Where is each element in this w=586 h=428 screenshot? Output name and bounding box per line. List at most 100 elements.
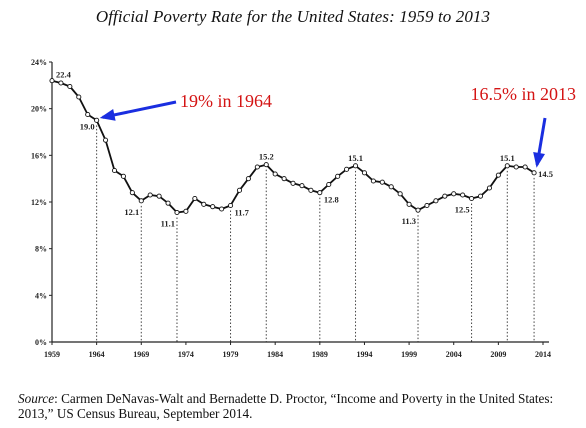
- data-point: [451, 191, 457, 197]
- data-point: [183, 208, 189, 214]
- y-tick-label: 20%: [31, 105, 47, 114]
- data-point: [156, 193, 162, 199]
- data-label: 15.1: [500, 153, 515, 163]
- y-tick-label: 12%: [31, 198, 47, 207]
- data-point: [308, 187, 314, 193]
- data-label: 15.1: [348, 153, 363, 163]
- source-text: : Carmen DeNavas-Walt and Bernadette D. …: [18, 391, 554, 421]
- data-label: 11.3: [402, 216, 416, 226]
- x-tick-label: 2014: [535, 350, 551, 359]
- source-note: Source: Carmen DeNavas-Walt and Bernadet…: [18, 391, 578, 421]
- x-tick-label: 1969: [133, 350, 149, 359]
- vertical-reference-lines: [96, 125, 535, 342]
- y-tick-labels: 0% 4% 8% 12% 16% 20% 24%: [31, 58, 47, 347]
- x-tick-label: 2004: [446, 350, 462, 359]
- data-point: [236, 187, 243, 193]
- data-point: [361, 170, 368, 176]
- data-point: [165, 200, 171, 206]
- data-points: [49, 78, 537, 216]
- data-point: [415, 207, 421, 213]
- data-point: [352, 163, 359, 169]
- data-point: [522, 164, 528, 170]
- data-point: [111, 167, 118, 174]
- annotation-text: 19% in 1964: [180, 91, 272, 111]
- annotations: 19% in 1964 16.5% in 2013: [99, 84, 577, 168]
- data-labels: 22.4 19.0 12.1 11.1 11.7 15.2 12.8 15.1 11.3 12.5…: [56, 70, 553, 229]
- annotation-text: 16.5% in 2013: [471, 84, 577, 104]
- data-point: [406, 201, 412, 207]
- data-point: [504, 163, 510, 169]
- x-tick-label: 1994: [356, 350, 372, 359]
- data-point: [370, 178, 376, 184]
- source-label: Source: [18, 391, 55, 406]
- y-tick-label: 16%: [31, 151, 47, 160]
- axes: [49, 61, 549, 345]
- data-point: [201, 201, 207, 207]
- data-point: [335, 173, 341, 179]
- data-point: [486, 185, 492, 191]
- poverty-rate-chart: 0%4%8%12%16%20%24% 1959 1964 1969 1974 1979 1…: [31, 58, 577, 359]
- data-point: [317, 190, 323, 196]
- data-label: 11.1: [161, 219, 175, 229]
- data-point: [254, 164, 260, 170]
- data-point: [442, 193, 448, 199]
- annotation-arrow-head: [533, 152, 545, 168]
- data-point: [58, 80, 64, 86]
- data-point: [290, 180, 296, 186]
- data-point: [227, 202, 234, 209]
- data-point: [245, 176, 251, 182]
- data-label: 12.1: [124, 207, 139, 217]
- x-tick-label: 1959: [44, 350, 60, 359]
- data-point: [344, 166, 350, 172]
- data-point: [469, 195, 475, 202]
- data-point: [49, 78, 55, 84]
- y-tick-label: 0%: [35, 338, 47, 347]
- data-point: [263, 162, 269, 168]
- x-tick-label: 1979: [223, 350, 239, 359]
- data-point: [210, 204, 216, 210]
- data-point: [424, 202, 430, 209]
- data-point: [76, 94, 82, 100]
- x-tick-label: 1989: [312, 350, 328, 359]
- data-point: [281, 176, 287, 182]
- x-tick-label: 1974: [178, 350, 194, 359]
- data-label: 12.5: [455, 205, 470, 215]
- data-point: [138, 198, 144, 204]
- data-point: [67, 83, 73, 90]
- data-label: 12.8: [324, 195, 339, 205]
- data-point: [103, 137, 109, 143]
- data-point: [379, 179, 385, 185]
- data-point: [120, 173, 126, 179]
- data-label: 19.0: [80, 121, 95, 131]
- data-label: 11.7: [235, 208, 250, 218]
- data-point: [85, 111, 91, 118]
- data-point: [299, 183, 305, 189]
- annotation-arrow-head: [99, 109, 116, 121]
- data-label: 15.2: [259, 152, 274, 162]
- data-point: [477, 193, 484, 199]
- data-label: 22.4: [56, 70, 72, 80]
- x-tick-label: 2009: [490, 350, 506, 359]
- data-point: [513, 164, 519, 170]
- data-point: [129, 190, 135, 196]
- data-point: [460, 192, 466, 198]
- data-point: [433, 198, 439, 204]
- data-point: [326, 181, 332, 188]
- data-point: [174, 209, 180, 216]
- data-point: [495, 172, 501, 178]
- data-point: [531, 170, 537, 176]
- y-tick-label: 8%: [35, 245, 47, 254]
- data-point: [397, 191, 403, 197]
- x-tick-label: 1964: [89, 350, 105, 359]
- data-point: [388, 184, 394, 190]
- data-point: [192, 195, 198, 202]
- data-point: [219, 206, 225, 212]
- data-point: [272, 171, 278, 177]
- chart-title: Official Poverty Rate for the United Sta…: [95, 7, 491, 26]
- x-tick-label: 1999: [401, 350, 417, 359]
- data-point: [147, 192, 153, 198]
- x-tick-labels: 1959 1964 1969 1974 1979 1984 1989 1994 1999 2004…: [44, 350, 551, 359]
- y-tick-label: 24%: [31, 58, 47, 67]
- data-point: [94, 117, 100, 123]
- data-label: 14.5: [538, 169, 553, 179]
